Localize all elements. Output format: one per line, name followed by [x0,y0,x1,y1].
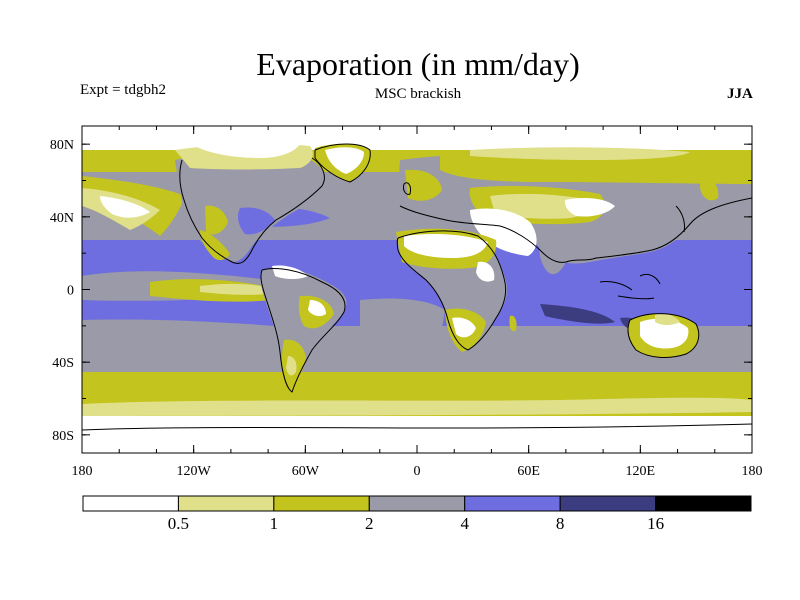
lon-tick-label: 180 [72,464,93,479]
colorbar-boundary-label: 8 [556,514,565,533]
antarctica-land [82,424,752,453]
south-america-coast [260,268,346,393]
uk-coast [403,182,411,195]
colorbar-boundary-label: 1 [270,514,279,533]
australia-coast [627,313,700,358]
china-gray [599,218,665,255]
arctic-coast-white [470,147,690,160]
lon-tick-label: 0 [414,464,421,479]
south-atlantic-gray [360,298,445,341]
great-plains-yellow [205,205,228,235]
colorbar-swatch [82,495,179,512]
colorbar-boundary-label: 16 [647,514,664,533]
lon-tick-label: 60E [517,464,540,479]
north-pacific-white-core [100,196,150,218]
colorbar-swatch [273,495,370,512]
north-america-coast [179,157,325,264]
australia-north-yellow [655,313,680,325]
kalahari-white [452,317,476,338]
north-america-ice [195,141,300,158]
greenland-ice [325,147,364,174]
india-gray [539,241,566,275]
africa-coast [396,230,507,351]
east-pacific-white-tongue [200,283,270,295]
colorbar-boundary-label: 0.5 [168,514,189,533]
madagascar-land [509,315,517,332]
australia-white [640,318,689,349]
north-america-land [175,151,330,262]
sahara-white [404,234,488,258]
map-title: Evaporation (in mm/day) [256,46,580,82]
longitude-labels: 180 120W 60W 0 60E 120E 180 [72,464,763,479]
brazil-white [308,300,326,317]
lat-tick-label: 40N [50,211,74,226]
colorbar-swatch [464,495,561,512]
lon-tick-label: 120E [626,464,656,479]
south-pacific-gray [82,319,300,340]
indian-ocean-dark-patch [540,304,615,324]
antarctica-coast [82,423,752,431]
latitude-labels: 80N 40N 0 40S 80S [50,138,74,444]
east-africa-white [476,261,495,282]
map-field [82,126,752,453]
greenland-coast [314,143,371,183]
middle-east-white [470,208,537,256]
lat-tick-label: 80S [52,429,74,444]
mexico-yellow [200,230,230,261]
experiment-label: Expt = tdgbh2 [80,82,166,98]
se-asia-blue [600,259,650,285]
lat-tick-label: 40S [52,356,74,371]
map-subtitle: MSC brackish [374,86,462,102]
eastern-us-blue [237,207,275,235]
lat-tick-label: 0 [67,284,74,299]
colorbar-boundary-label: 4 [460,514,469,533]
colorbar-swatch [368,495,466,512]
kamchatka-yellow [700,176,719,201]
map-ticks [81,126,753,453]
europe-yellow [405,169,442,201]
andes-white [286,356,297,376]
lon-tick-label: 180 [742,464,763,479]
lon-tick-label: 120W [177,464,212,479]
colorbar-boundary-label: 2 [365,514,374,533]
alaska-yellow [82,151,175,172]
southern-ocean-band [82,397,752,416]
lat-tick-label: 80N [50,138,74,153]
colorbar-labels: 0.5 1 2 4 8 16 [168,514,664,533]
colorbar [82,495,752,512]
gobi-white [564,198,615,217]
colorbar-swatch [559,495,657,512]
indonesia-coast [599,273,661,300]
season-label: JJA [727,86,753,102]
coastlines [82,143,752,431]
siberia-yellow [440,151,752,184]
japan-coast [675,205,685,233]
colorbar-swatch [177,495,275,512]
colorbar-swatch [655,495,752,512]
lon-tick-label: 60W [292,464,320,479]
